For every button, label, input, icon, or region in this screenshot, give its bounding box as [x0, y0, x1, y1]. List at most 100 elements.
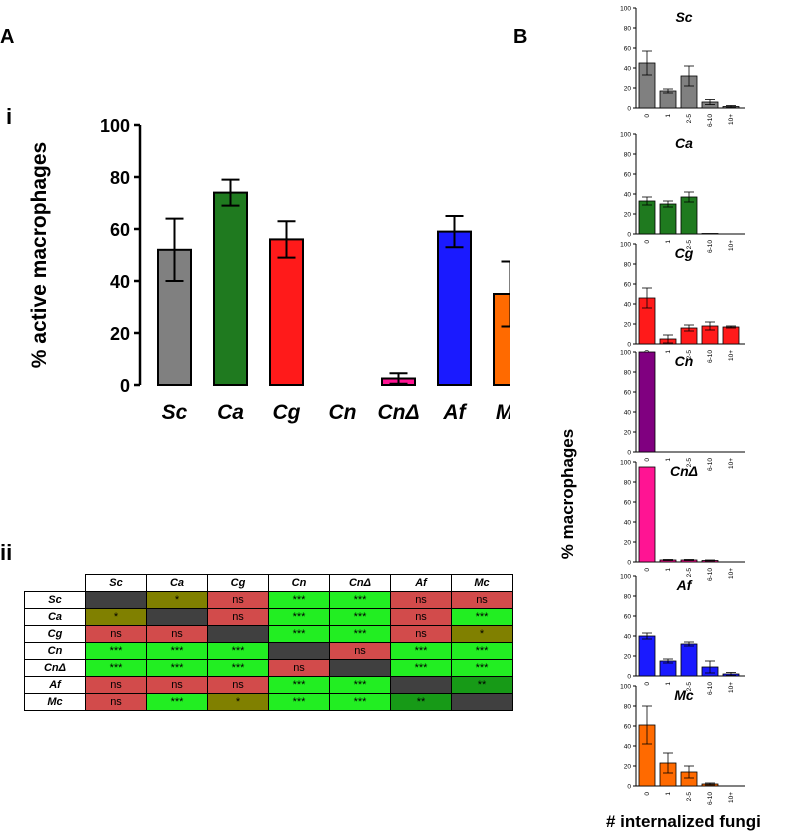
- y-tick-label: 80: [624, 370, 632, 377]
- significance-cell: *: [451, 625, 513, 643]
- y-tick-label: 40: [624, 302, 632, 309]
- y-tick-label: 100: [620, 684, 631, 691]
- significance-cell: [329, 659, 391, 677]
- significance-cell: ***: [146, 642, 208, 660]
- table-row: Cn *** *** *** ns *** ***: [24, 642, 513, 660]
- significance-cell: [451, 693, 513, 711]
- column-header: CnΔ: [329, 574, 391, 592]
- y-tick-label: 60: [624, 614, 632, 621]
- significance-table: Sc Ca Cg Cn CnΔ Af Mc Sc * ns *** *** ns ns Ca * ns *** **…: [24, 574, 513, 711]
- y-tick-label: 40: [624, 744, 632, 751]
- y-tick-label: 0: [627, 106, 631, 113]
- x-tick-label: 10+: [728, 458, 735, 469]
- column-header: Af: [390, 574, 452, 592]
- y-tick-label: 40: [624, 410, 632, 417]
- y-tick-label: 0: [627, 560, 631, 567]
- bar-Af: [437, 230, 472, 386]
- x-tick-label-Ca: Ca: [217, 401, 244, 424]
- significance-cell: ns: [329, 642, 391, 660]
- x-tick-label-Af: Af: [442, 401, 467, 424]
- x-tick-label: 1: [665, 458, 672, 462]
- bar: [638, 200, 656, 235]
- x-tick-label: 6-10: [707, 114, 714, 127]
- x-tick-label-Cn: Cn: [329, 401, 357, 424]
- y-tick-label: 60: [624, 46, 632, 53]
- significance-cell: [390, 676, 452, 694]
- y-tick-label: 20: [624, 654, 632, 661]
- x-tick-label: 2-5: [686, 568, 693, 578]
- significance-cell: ***: [451, 608, 513, 626]
- significance-cell: ***: [451, 642, 513, 660]
- y-tick-label: 80: [624, 152, 632, 159]
- x-tick-label: 0: [644, 240, 651, 244]
- y-tick-label: 100: [100, 116, 130, 136]
- x-tick-label-Cg: Cg: [273, 401, 301, 424]
- x-tick-label: 6-10: [707, 458, 714, 471]
- significance-cell: ***: [268, 625, 330, 643]
- y-tick-label: 80: [624, 262, 632, 269]
- significance-cell: ns: [85, 693, 147, 711]
- table-row: Mc ns *** * *** *** **: [24, 693, 513, 711]
- table-row: Ca * ns *** *** ns ***: [24, 608, 513, 626]
- x-tick-label: 0: [644, 792, 651, 796]
- significance-cell: ***: [329, 625, 391, 643]
- x-tick-label: 10+: [728, 682, 735, 693]
- panel-b-label: B: [513, 26, 528, 48]
- panel-b-y-axis-label: % macrophages: [558, 429, 577, 559]
- bar: [701, 233, 719, 235]
- y-tick-label: 80: [624, 26, 632, 33]
- internalization-chart-Sc: Sc 0 20 40 60 80 100 0 1 2-5 6-10 10+: [620, 6, 745, 127]
- column-header: Mc: [451, 574, 513, 592]
- significance-cell: ***: [329, 608, 391, 626]
- internalization-chart-Cn: Cn 0 20 40 60 80 100 0 1 2-5 6-10 10+: [620, 350, 745, 471]
- row-header: Af: [24, 676, 86, 694]
- table-row: CnΔ *** *** *** ns *** ***: [24, 659, 513, 677]
- significance-cell: ***: [390, 642, 452, 660]
- significance-cell: *: [85, 608, 147, 626]
- significance-cell: ns: [390, 625, 452, 643]
- y-tick-label: 0: [627, 342, 631, 349]
- significance-cell: ns: [146, 625, 208, 643]
- x-tick-label: 1: [665, 682, 672, 686]
- y-tick-label: 80: [624, 704, 632, 711]
- significance-cell: ns: [268, 659, 330, 677]
- bar: [659, 90, 677, 109]
- significance-cell: [207, 625, 269, 643]
- significance-cell: ***: [329, 676, 391, 694]
- significance-cell: ns: [85, 676, 147, 694]
- significance-cell: ns: [390, 591, 452, 609]
- bar-Mc: [493, 293, 510, 386]
- y-tick-label: 40: [624, 192, 632, 199]
- x-tick-label: 6-10: [707, 792, 714, 805]
- significance-cell: ***: [207, 642, 269, 660]
- significance-cell: ns: [207, 676, 269, 694]
- significance-cell: [268, 642, 330, 660]
- y-tick-label: 60: [624, 172, 632, 179]
- column-header: Cg: [207, 574, 269, 592]
- bar: [722, 326, 740, 345]
- significance-cell: ***: [268, 591, 330, 609]
- row-header: Ca: [24, 608, 86, 626]
- y-tick-label: 80: [110, 168, 130, 188]
- table-row: Cg ns ns *** *** ns *: [24, 625, 513, 643]
- y-tick-label: 100: [620, 350, 631, 357]
- x-tick-label: 6-10: [707, 350, 714, 363]
- internalization-chart-Af: Af 0 20 40 60 80 100 0 1 2-5 6-10 10+: [620, 574, 745, 695]
- significance-cell: [85, 591, 147, 609]
- x-tick-label-CnD: CnΔ: [377, 401, 419, 424]
- active-macrophages-chart: % active macrophages 0 20 40 60 80 100 Sc Ca Cg Cn…: [28, 116, 510, 424]
- bar: [680, 196, 698, 235]
- significance-cell: ***: [329, 693, 391, 711]
- chart-title: Af: [676, 577, 693, 593]
- significance-cell: ***: [207, 659, 269, 677]
- row-header: Mc: [24, 693, 86, 711]
- x-tick-label-Mc: Mc: [496, 401, 510, 424]
- y-tick-label: 60: [110, 220, 130, 240]
- table-corner: [24, 574, 86, 592]
- y-tick-label: 0: [627, 450, 631, 457]
- x-tick-label: 0: [644, 682, 651, 686]
- significance-cell: ***: [329, 591, 391, 609]
- panel-i-label: i: [6, 104, 13, 129]
- y-tick-label: 80: [624, 480, 632, 487]
- y-tick-label: 60: [624, 390, 632, 397]
